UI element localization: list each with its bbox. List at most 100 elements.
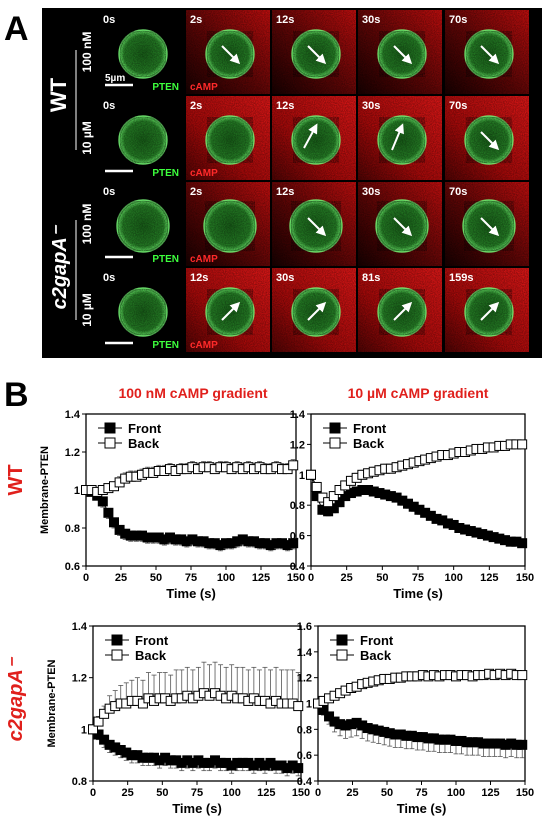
line-chart-3: 0 25 50 75 100 125 150 0.8 1 1.2 1.4 Time (s) Membra… bbox=[46, 621, 310, 816]
x-tick-label: 0 bbox=[90, 787, 96, 799]
micrograph-tile: 2s cAMP bbox=[186, 96, 270, 180]
x-tick-label: 125 bbox=[257, 787, 275, 799]
panel-b-charts: B 100 nM cAMP gradient 10 µM cAMP gradie… bbox=[4, 376, 534, 816]
series-front bbox=[313, 698, 528, 759]
x-tick-label: 150 bbox=[516, 572, 534, 584]
time-label: 30s bbox=[362, 100, 380, 112]
row-label-c2gapa: c2gapA⁻ bbox=[5, 656, 27, 741]
cell-body bbox=[292, 116, 340, 164]
migration-arrow bbox=[393, 301, 413, 321]
legend-label: Front bbox=[128, 421, 162, 436]
x-tick-label: 150 bbox=[516, 787, 534, 799]
y-tick-label: 1 bbox=[306, 699, 312, 711]
time-label: 0s bbox=[103, 14, 115, 26]
x-tick-label: 50 bbox=[381, 787, 393, 799]
cell-membrane bbox=[118, 29, 168, 79]
x-axis-label: Time (s) bbox=[393, 586, 443, 601]
panel-b-letter: B bbox=[4, 376, 29, 414]
y-tick-label: 1.2 bbox=[72, 673, 87, 685]
data-point bbox=[517, 739, 528, 750]
pten-label: PTEN bbox=[152, 168, 179, 179]
time-label: 159s bbox=[449, 272, 473, 284]
y-tick-label: 0.6 bbox=[290, 531, 305, 543]
legend-label: Back bbox=[360, 648, 392, 663]
migration-arrow bbox=[480, 45, 500, 65]
data-point bbox=[328, 491, 339, 502]
migration-arrow bbox=[480, 131, 500, 151]
data-point bbox=[517, 439, 528, 450]
y-axis-label: Membrane-PTEN bbox=[46, 659, 58, 747]
x-tick-label: 0 bbox=[83, 572, 89, 584]
x-tick-label: 75 bbox=[415, 787, 427, 799]
cell-body bbox=[206, 116, 254, 164]
cell-membrane bbox=[377, 29, 427, 79]
x-tick-label: 75 bbox=[191, 787, 203, 799]
legend-label: Front bbox=[353, 421, 387, 436]
cell-membrane bbox=[116, 199, 170, 253]
x-tick-label: 50 bbox=[376, 572, 388, 584]
y-axis-label: Membrane-PTEN bbox=[39, 446, 51, 534]
y-tick-label: 1.4 bbox=[297, 647, 313, 659]
legend-marker bbox=[336, 634, 348, 646]
data-point bbox=[93, 729, 104, 740]
micrograph-tile: 30s bbox=[358, 96, 442, 180]
migration-arrow bbox=[303, 123, 318, 149]
micrograph-tile: 70s bbox=[445, 10, 529, 94]
micrograph-tile: 30s bbox=[358, 10, 442, 94]
x-tick-label: 150 bbox=[292, 787, 310, 799]
legend-marker bbox=[336, 649, 348, 661]
time-label: 70s bbox=[449, 14, 467, 26]
camp-label: cAMP bbox=[190, 340, 218, 351]
group-label-wt: WT bbox=[46, 77, 71, 112]
row-label-wt: WT bbox=[5, 464, 27, 495]
y-tick-label: 1.4 bbox=[290, 409, 306, 421]
legend-marker bbox=[111, 649, 123, 661]
cell-membrane bbox=[291, 29, 341, 79]
panel-a-micrographs: A WT c2gapA⁻ 100 nM 10 µM 100 nM 10 µM 0… bbox=[4, 8, 542, 358]
y-tick-label: 1.2 bbox=[297, 673, 312, 685]
micrograph-tile: 30s bbox=[272, 268, 356, 352]
cell-membrane bbox=[205, 29, 255, 79]
col-title-10um: 10 µM cAMP gradient bbox=[348, 385, 489, 401]
x-tick-label: 50 bbox=[156, 787, 168, 799]
cell-membrane bbox=[118, 115, 168, 165]
x-tick-label: 125 bbox=[481, 787, 499, 799]
cell-body bbox=[119, 30, 167, 78]
legend-label: Back bbox=[135, 648, 167, 663]
x-tick-label: 25 bbox=[341, 572, 353, 584]
micrograph-tile: 0s PTEN 5µm bbox=[99, 10, 183, 94]
series-back bbox=[313, 668, 528, 709]
micrograph-grid: 0s PTEN 5µm 2s cAMP 12s 30s 70s 0s PTEN 2s cAMP 12s 3… bbox=[99, 10, 529, 352]
conc-label-row-2: 10 µM bbox=[80, 121, 94, 155]
cell-membrane bbox=[464, 287, 514, 337]
x-tick-label: 25 bbox=[122, 787, 134, 799]
time-label: 2s bbox=[190, 100, 202, 112]
pten-label: PTEN bbox=[152, 254, 179, 265]
x-axis-label: Time (s) bbox=[166, 586, 216, 601]
cell-membrane bbox=[205, 287, 255, 337]
micrograph-tile: 0s PTEN bbox=[99, 268, 183, 352]
y-tick-label: 1.4 bbox=[65, 409, 81, 421]
y-tick-label: 1.2 bbox=[65, 447, 80, 459]
series-back bbox=[306, 439, 528, 508]
data-point bbox=[88, 724, 98, 735]
micrograph-tile: 0s PTEN bbox=[99, 182, 183, 266]
data-point bbox=[137, 698, 148, 709]
y-tick-label: 1.2 bbox=[290, 439, 305, 451]
x-tick-label: 125 bbox=[480, 572, 498, 584]
y-tick-label: 0.8 bbox=[290, 500, 305, 512]
time-label: 0s bbox=[103, 186, 115, 198]
time-label: 12s bbox=[276, 14, 294, 26]
y-tick-label: 1 bbox=[299, 470, 305, 482]
time-label: 2s bbox=[190, 14, 202, 26]
data-point bbox=[334, 497, 345, 508]
data-point bbox=[517, 670, 528, 681]
time-label: 30s bbox=[362, 186, 380, 198]
migration-arrow bbox=[391, 123, 404, 151]
y-tick-label: 1.4 bbox=[72, 621, 88, 633]
x-tick-label: 75 bbox=[185, 572, 197, 584]
